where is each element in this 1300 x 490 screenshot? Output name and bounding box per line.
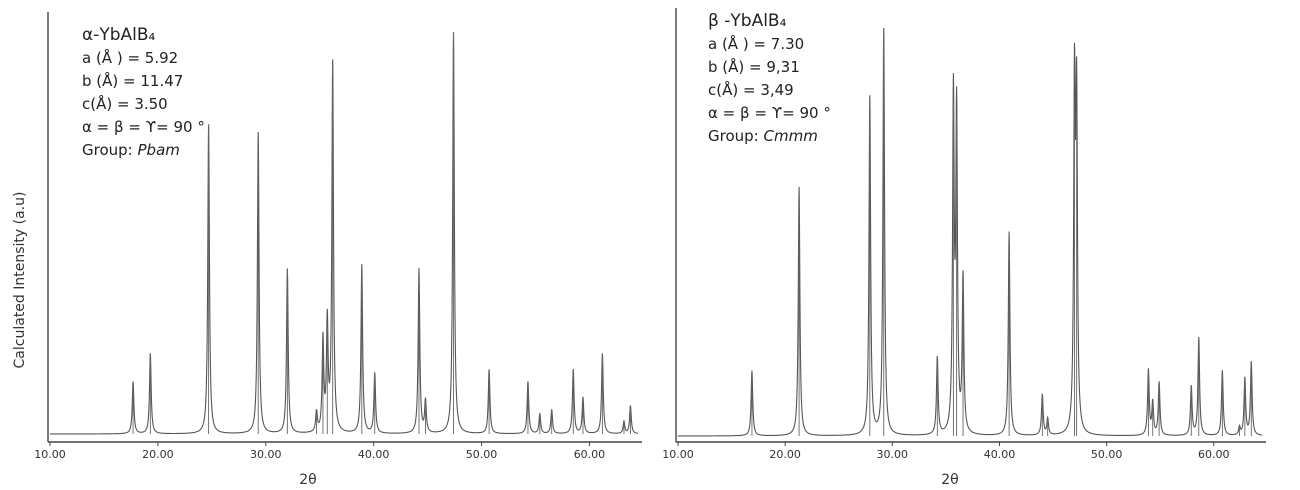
alpha-title: α-YbAlB₄ bbox=[82, 25, 156, 45]
beta-xrd-chart: 10.00 20.00 30.00 40.00 50.00 60.00 2θ bbox=[662, 8, 1266, 488]
beta-space-group: Group: Cmmm bbox=[708, 125, 831, 148]
beta-x-tick-label: 60.00 bbox=[1198, 448, 1230, 461]
beta-lattice-info: β -YbAlB₄ a (Å ) = 7.30 b (Å) = 9,31 c(Å… bbox=[708, 10, 831, 148]
alpha-x-axis-label: 2θ bbox=[299, 472, 316, 488]
alpha-x-tick-label: 50.00 bbox=[466, 448, 498, 461]
alpha-x-tick-label: 20.00 bbox=[142, 448, 174, 461]
beta-x-tick-label: 10.00 bbox=[662, 448, 694, 461]
beta-x-tick: 20.00 bbox=[769, 442, 801, 461]
beta-x-tick-label: 40.00 bbox=[984, 448, 1016, 461]
beta-diffraction-profile bbox=[678, 27, 1263, 437]
y-axis-label-text: Calculated Intensity (a.u) bbox=[12, 191, 28, 369]
beta-lattice-b: b (Å) = 9,31 bbox=[708, 58, 800, 76]
alpha-x-tick-label: 40.00 bbox=[358, 448, 390, 461]
alpha-space-group: Group: Pbam bbox=[82, 139, 205, 162]
alpha-x-tick: 20.00 bbox=[142, 442, 174, 461]
beta-x-axis-label: 2θ bbox=[941, 472, 958, 488]
alpha-lattice-c: c(Å) = 3.50 bbox=[82, 95, 168, 113]
beta-x-tick: 10.00 bbox=[662, 442, 694, 461]
alpha-x-tick-label: 60.00 bbox=[574, 448, 606, 461]
beta-x-tick-label: 30.00 bbox=[877, 448, 909, 461]
alpha-xrd-chart: 10.00 20.00 30.00 40.00 50.00 60.00 2θ bbox=[34, 12, 642, 488]
alpha-lattice-info: α-YbAlB₄ a (Å ) = 5.92 b (Å) = 11.47 c(Å… bbox=[82, 24, 205, 162]
alpha-x-tick: 50.00 bbox=[466, 442, 498, 461]
beta-lattice-angles: α = β = ϒ= 90 ° bbox=[708, 104, 831, 122]
alpha-lattice-angles: α = β = ϒ= 90 ° bbox=[82, 118, 205, 136]
alpha-x-tick: 10.00 bbox=[34, 442, 66, 461]
alpha-lattice-a: a (Å ) = 5.92 bbox=[82, 49, 179, 67]
beta-x-tick: 60.00 bbox=[1198, 442, 1230, 461]
beta-title: β -YbAlB₄ bbox=[708, 11, 787, 31]
beta-x-tick: 50.00 bbox=[1091, 442, 1123, 461]
alpha-group-label: Group: bbox=[82, 141, 133, 159]
alpha-lattice-b: b (Å) = 11.47 bbox=[82, 72, 184, 90]
beta-group-label: Group: bbox=[708, 127, 759, 145]
beta-x-tick: 40.00 bbox=[984, 442, 1016, 461]
beta-lattice-c: c(Å) = 3,49 bbox=[708, 81, 794, 99]
alpha-x-tick: 30.00 bbox=[250, 442, 282, 461]
alpha-chart-panel: 10.00 20.00 30.00 40.00 50.00 60.00 2θ α-YbAlB… bbox=[34, 0, 650, 490]
alpha-group-value: Pbam bbox=[137, 141, 180, 159]
alpha-x-tick-label: 30.00 bbox=[250, 448, 282, 461]
beta-x-tick-label: 20.00 bbox=[769, 448, 801, 461]
beta-lattice-a: a (Å ) = 7.30 bbox=[708, 35, 805, 53]
beta-x-tick: 30.00 bbox=[877, 442, 909, 461]
alpha-x-tick: 60.00 bbox=[574, 442, 606, 461]
alpha-x-tick: 40.00 bbox=[358, 442, 390, 461]
beta-chart-panel: 10.00 20.00 30.00 40.00 50.00 60.00 2θ β -YbAl… bbox=[660, 0, 1300, 490]
beta-group-value: Cmmm bbox=[763, 127, 818, 145]
alpha-x-tick-label: 10.00 bbox=[34, 448, 66, 461]
beta-x-tick-label: 50.00 bbox=[1091, 448, 1123, 461]
y-axis-label: Calculated Intensity (a.u) bbox=[6, 170, 34, 390]
